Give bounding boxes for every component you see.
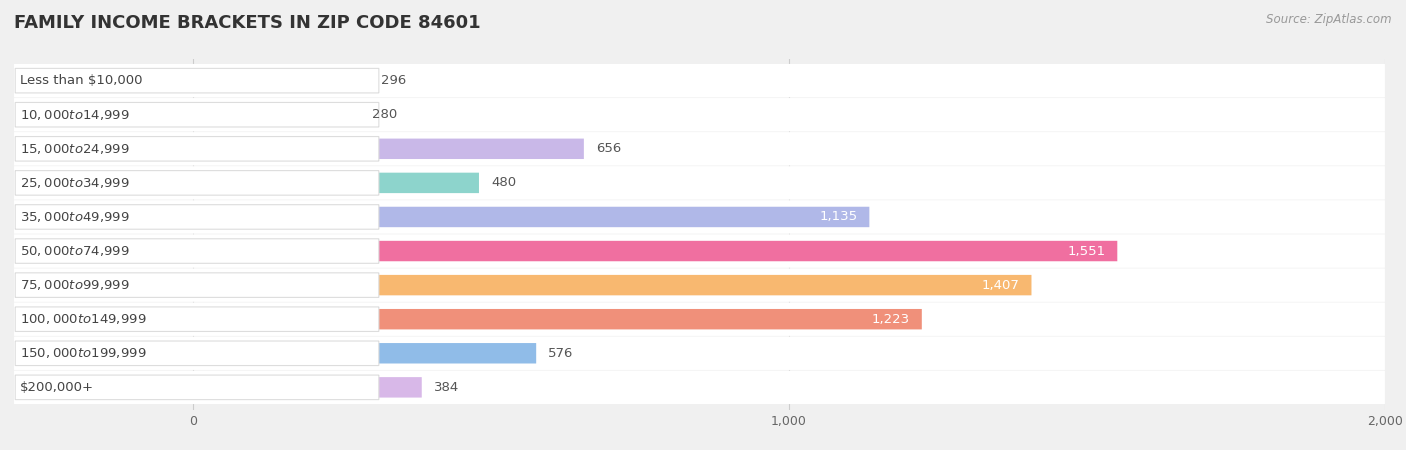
FancyBboxPatch shape: [14, 337, 1385, 370]
FancyBboxPatch shape: [14, 64, 1385, 97]
FancyBboxPatch shape: [193, 377, 422, 397]
Text: $100,000 to $149,999: $100,000 to $149,999: [20, 312, 146, 326]
Text: $75,000 to $99,999: $75,000 to $99,999: [20, 278, 129, 292]
Text: 656: 656: [596, 142, 621, 155]
FancyBboxPatch shape: [193, 343, 536, 364]
Text: $35,000 to $49,999: $35,000 to $49,999: [20, 210, 129, 224]
Text: 1,223: 1,223: [872, 313, 910, 326]
FancyBboxPatch shape: [14, 132, 1385, 166]
Text: 1,135: 1,135: [820, 211, 858, 224]
FancyBboxPatch shape: [193, 104, 360, 125]
FancyBboxPatch shape: [15, 171, 378, 195]
FancyBboxPatch shape: [15, 341, 378, 365]
Text: $200,000+: $200,000+: [20, 381, 94, 394]
FancyBboxPatch shape: [193, 275, 1032, 295]
FancyBboxPatch shape: [193, 241, 1118, 261]
FancyBboxPatch shape: [193, 71, 370, 91]
FancyBboxPatch shape: [14, 166, 1385, 200]
FancyBboxPatch shape: [193, 173, 479, 193]
Text: 296: 296: [381, 74, 406, 87]
Text: $50,000 to $74,999: $50,000 to $74,999: [20, 244, 129, 258]
Text: FAMILY INCOME BRACKETS IN ZIP CODE 84601: FAMILY INCOME BRACKETS IN ZIP CODE 84601: [14, 14, 481, 32]
FancyBboxPatch shape: [14, 98, 1385, 131]
FancyBboxPatch shape: [15, 136, 378, 161]
Text: Less than $10,000: Less than $10,000: [20, 74, 142, 87]
FancyBboxPatch shape: [15, 239, 378, 263]
Text: 280: 280: [371, 108, 396, 121]
FancyBboxPatch shape: [193, 207, 869, 227]
Text: 576: 576: [548, 347, 574, 360]
FancyBboxPatch shape: [14, 302, 1385, 336]
Text: $150,000 to $199,999: $150,000 to $199,999: [20, 346, 146, 360]
FancyBboxPatch shape: [193, 139, 583, 159]
Text: $10,000 to $14,999: $10,000 to $14,999: [20, 108, 129, 122]
FancyBboxPatch shape: [15, 307, 378, 332]
FancyBboxPatch shape: [15, 205, 378, 229]
FancyBboxPatch shape: [14, 234, 1385, 268]
Text: 1,407: 1,407: [981, 279, 1019, 292]
FancyBboxPatch shape: [14, 268, 1385, 302]
FancyBboxPatch shape: [15, 68, 378, 93]
Text: Source: ZipAtlas.com: Source: ZipAtlas.com: [1267, 14, 1392, 27]
Text: 1,551: 1,551: [1067, 244, 1105, 257]
Text: 384: 384: [433, 381, 458, 394]
FancyBboxPatch shape: [14, 200, 1385, 234]
FancyBboxPatch shape: [14, 371, 1385, 404]
Text: $15,000 to $24,999: $15,000 to $24,999: [20, 142, 129, 156]
Text: 480: 480: [491, 176, 516, 189]
FancyBboxPatch shape: [15, 103, 378, 127]
FancyBboxPatch shape: [15, 375, 378, 400]
Text: $25,000 to $34,999: $25,000 to $34,999: [20, 176, 129, 190]
FancyBboxPatch shape: [15, 273, 378, 297]
FancyBboxPatch shape: [193, 309, 922, 329]
